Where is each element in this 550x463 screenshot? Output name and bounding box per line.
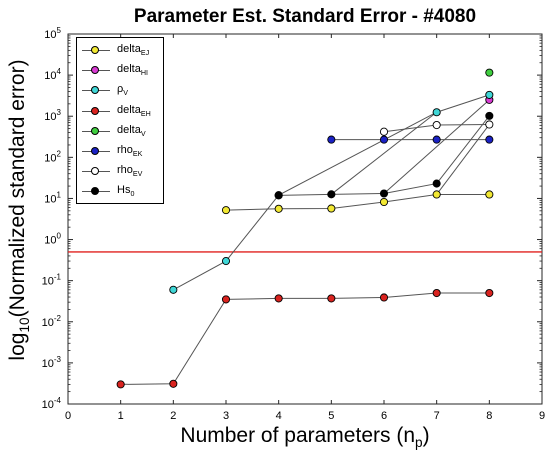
y-tick-label: 100	[44, 232, 61, 247]
legend-marker	[91, 66, 99, 75]
x-tick-label: 9	[539, 410, 545, 422]
legend-entry: deltaHI	[77, 61, 163, 81]
x-tick-label: 1	[118, 410, 124, 422]
legend-label: deltaV	[117, 123, 146, 138]
data-point-delta-EH	[485, 288, 494, 298]
legend-marker	[91, 187, 99, 196]
chart-legend: deltaEJ deltaHI ρV deltaEH deltaV rhoEK rhoEV H…	[76, 37, 164, 204]
data-point-Hs-0	[327, 190, 336, 199]
x-tick-label: 8	[486, 410, 492, 422]
data-point-delta-EH	[379, 293, 389, 302]
data-point-delta-EH	[116, 380, 125, 389]
legend-label: deltaEH	[117, 103, 151, 118]
chart-title: Parameter Est. Standard Error - #4080	[133, 6, 477, 27]
legend-marker	[91, 126, 99, 135]
series-connector-line	[331, 111, 437, 195]
x-tick-label: 3	[223, 410, 229, 422]
y-axis-label: log10(Normalized standard error)	[5, 59, 33, 361]
plot-frame	[67, 33, 543, 405]
data-point-delta-EJ	[327, 204, 336, 213]
data-point-Hs-0	[274, 191, 283, 200]
legend-marker	[91, 167, 99, 176]
x-tick-label: 7	[434, 410, 440, 422]
data-point-rho-EV	[432, 120, 441, 130]
legend-label: rhoEV	[117, 164, 143, 179]
data-point-delta-EH	[274, 294, 283, 303]
data-point-Hs-0	[432, 179, 441, 188]
data-point-delta-EJ	[221, 206, 231, 215]
legend-entry: Hs0	[77, 182, 163, 202]
y-tick-label: 102	[44, 149, 61, 164]
legend-entry: rhoEK	[77, 142, 163, 162]
legend-entry: deltaEH	[77, 102, 163, 122]
x-tick-label: 5	[328, 410, 334, 422]
data-point-delta-V	[485, 68, 494, 77]
x-tick-label: 6	[381, 410, 387, 422]
data-point-ρ-V	[432, 108, 441, 117]
x-axis-label: Number of parameters (np)	[180, 424, 430, 451]
data-point-delta-EJ	[379, 197, 389, 207]
data-point-delta-EJ	[432, 190, 441, 199]
series-connector-line	[383, 99, 490, 194]
data-point-rho-EK	[432, 135, 441, 144]
data-point-rho-EK	[327, 135, 336, 144]
data-point-rho-EV	[379, 127, 389, 136]
legend-marker	[91, 106, 99, 115]
data-point-delta-EJ	[274, 204, 283, 213]
data-point-rho-EK	[379, 135, 389, 144]
legend-entry: ρV	[77, 81, 163, 101]
data-point-delta-EH	[169, 379, 178, 388]
data-point-ρ-V	[169, 285, 178, 294]
legend-label: Hs0	[117, 184, 135, 199]
data-point-Hs-0	[485, 111, 494, 120]
legend-marker	[91, 146, 99, 155]
legend-entry: deltaEJ	[77, 41, 163, 61]
y-tick-label: 103	[44, 108, 61, 123]
data-point-Hs-0	[379, 189, 389, 198]
y-tick-label: 10-2	[42, 314, 62, 329]
legend-label: ρV	[117, 83, 129, 98]
data-point-delta-EH	[432, 288, 441, 298]
legend-label: deltaHI	[117, 63, 149, 78]
legend-entry: rhoEV	[77, 162, 163, 182]
legend-marker	[91, 86, 99, 95]
legend-marker	[91, 46, 99, 54]
data-point-delta-EH	[327, 294, 336, 303]
series-line-delta-EJ	[225, 193, 490, 211]
data-point-delta-EJ	[485, 190, 494, 199]
y-tick-label: 104	[44, 67, 61, 82]
data-point-ρ-V	[485, 90, 494, 99]
y-tick-label: 101	[44, 190, 61, 205]
y-tick-label: 10-1	[42, 273, 62, 288]
data-point-ρ-V	[221, 257, 231, 266]
data-point-rho-EK	[485, 135, 494, 144]
y-tick-label: 105	[44, 26, 61, 41]
legend-label: deltaEJ	[117, 43, 150, 58]
legend-entry: deltaV	[77, 122, 163, 142]
legend-label: rhoEK	[117, 143, 143, 159]
data-point-rho-EV	[485, 120, 494, 129]
x-tick-label: 4	[276, 410, 282, 422]
x-tick-label: 0	[65, 410, 71, 422]
series-line-delta-EH	[120, 292, 490, 385]
y-tick-label: 10-3	[42, 355, 62, 370]
y-tick-label: 10-4	[42, 396, 62, 411]
x-tick-label: 2	[170, 410, 176, 422]
data-point-delta-EH	[221, 295, 231, 304]
series-connector-line	[436, 124, 490, 195]
